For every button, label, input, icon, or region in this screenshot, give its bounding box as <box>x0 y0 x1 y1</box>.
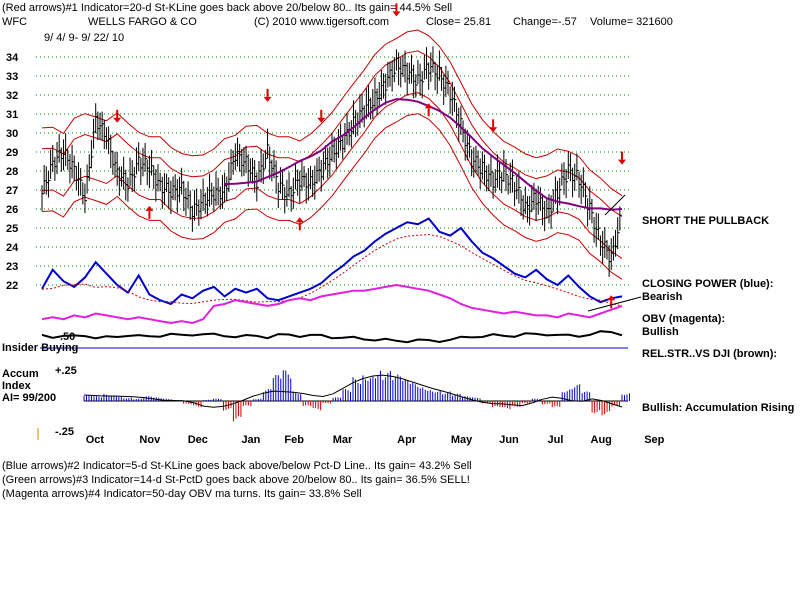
short-pullback-note: SHORT THE PULLBACK <box>642 215 769 227</box>
month-label: Dec <box>188 434 208 446</box>
accum-note: Bullish: Accumulation Rising <box>642 402 794 414</box>
y-tick-label: 29 <box>6 147 18 159</box>
y-tick-label: 23 <box>6 261 18 273</box>
obv-title: OBV (magenta): <box>642 313 725 325</box>
down-arrow-head <box>618 159 626 165</box>
accum-label-3: AI= 99/200 <box>2 392 56 404</box>
down-arrow-head <box>113 117 122 123</box>
relstr-title: REL.STR..VS DJI (brown): <box>642 348 777 360</box>
ma-line <box>224 98 623 211</box>
insider-value: .50 <box>60 331 75 343</box>
down-arrow-head <box>392 11 401 17</box>
header-line-1: (Red arrows)#1 Indicator=20-d St-KLine g… <box>2 2 452 14</box>
volume: Volume= 321600 <box>590 16 673 28</box>
footer-line-2: (Green arrows)#3 Indicator=14-d St-PctD … <box>2 474 470 486</box>
relstr-line <box>41 330 623 344</box>
symbol: WFC <box>2 16 27 28</box>
copyright: (C) 2010 www.tigersoft.com <box>254 16 389 28</box>
y-tick-label: 34 <box>6 52 19 64</box>
month-label: Nov <box>139 434 161 446</box>
y-tick-label: 27 <box>6 185 18 197</box>
date-range: 9/ 4/ 9- 9/ 22/ 10 <box>44 32 124 44</box>
y-tick-label: 28 <box>6 166 18 178</box>
y-tick-label: 24 <box>6 242 19 254</box>
insider-label: Insider Buying <box>2 342 78 354</box>
month-label: Apr <box>397 434 417 446</box>
y-tick-label: 26 <box>6 204 18 216</box>
month-axis: Oct Nov Dec Jan Feb Mar Apr May Jun Jul Aug Sep <box>86 434 665 446</box>
closing-power-ma <box>41 233 623 307</box>
closing-power-title: CLOSING POWER (blue): <box>642 278 773 290</box>
upper-band-outer <box>41 29 623 197</box>
lower-band-outer <box>41 113 623 280</box>
month-label: Aug <box>591 434 612 446</box>
y-tick-label: 22 <box>6 280 18 292</box>
short-pointer <box>604 194 626 216</box>
relstr-series <box>41 330 623 344</box>
moving-average <box>224 98 623 211</box>
accum-histogram <box>83 370 630 422</box>
y-tick-label: 25 <box>6 223 18 235</box>
month-label: Oct <box>86 434 105 446</box>
obv-value: Bullish <box>642 326 679 338</box>
closing-power-pointer <box>587 296 642 312</box>
signal-arrows <box>113 3 626 309</box>
up-arrow-head <box>295 217 304 223</box>
month-label: Mar <box>333 434 353 446</box>
closing-power-value: Bearish <box>642 291 683 303</box>
lower-band-inner <box>41 92 623 259</box>
y-tick-label: 32 <box>6 90 18 102</box>
y-tick-label: 30 <box>6 128 18 140</box>
month-label: Jun <box>499 434 519 446</box>
month-label: Jul <box>548 434 564 446</box>
down-arrow-head <box>263 96 272 102</box>
accum-neg-label: -.25 <box>55 426 74 438</box>
y-tick-label: 31 <box>6 109 18 121</box>
month-label: Sep <box>644 434 664 446</box>
obv-series <box>41 283 623 325</box>
close-price: Close= 25.81 <box>426 16 491 28</box>
up-arrow-head <box>145 205 154 211</box>
up-arrow-head <box>607 295 616 301</box>
grid-lines <box>36 56 630 286</box>
down-arrow-head <box>317 117 326 123</box>
footer-line-3: (Magenta arrows)#4 Indicator=50-day OBV … <box>2 488 362 500</box>
month-label: May <box>451 434 473 446</box>
obv-line <box>41 283 623 325</box>
y-tick-label: 33 <box>6 71 18 83</box>
closing-power-series <box>41 217 623 307</box>
price-bars <box>41 46 622 277</box>
down-arrow-head <box>489 127 498 133</box>
company-name: WELLS FARGO & CO <box>88 16 197 28</box>
month-label: Jan <box>241 434 260 446</box>
accum-label-1: Accum <box>2 368 39 380</box>
accum-label-2: Index <box>2 380 32 392</box>
change-value: Change=-.57 <box>513 16 577 28</box>
accum-ma-line <box>83 374 623 408</box>
accum-pos-label: +.25 <box>55 365 77 377</box>
footer-line-1: (Blue arrows)#2 Indicator=5-d St-KLine g… <box>2 460 472 472</box>
month-label: Feb <box>284 434 304 446</box>
closing-power-line <box>41 217 623 306</box>
up-arrow-head <box>424 103 433 109</box>
y-axis-ticks: 22 23 24 25 26 27 28 29 30 31 32 33 34 <box>6 52 19 292</box>
